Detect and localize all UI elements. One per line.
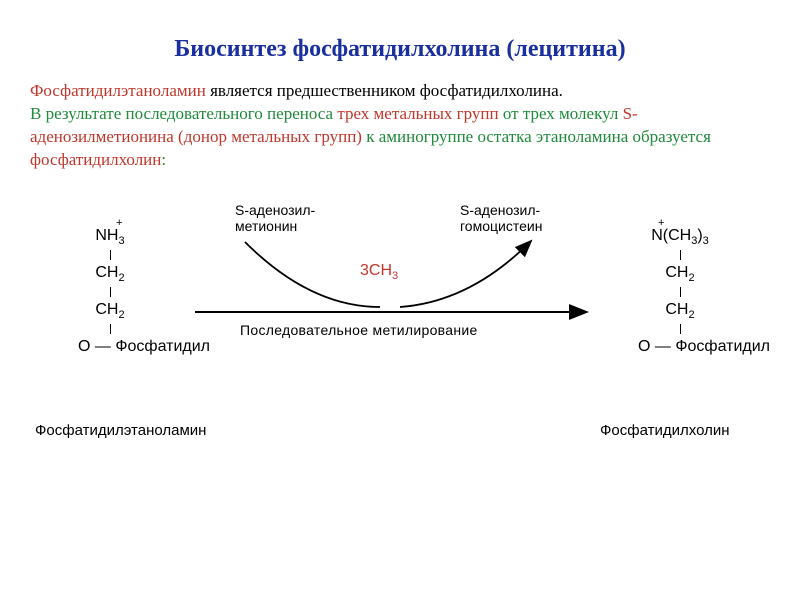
reaction-arrows [30, 207, 770, 407]
caption-right: Фосфатидилхолин [600, 422, 730, 439]
main-arrow-label: Последовательное метилирование [240, 322, 478, 338]
transfer-label: 3CH3 [360, 262, 398, 282]
reaction-diagram: + NH3 CH2 CH2 O — Фосфатидил + N(CH3)3 C… [30, 197, 770, 527]
para-seg8: фосфатидилхолин [30, 150, 161, 169]
para-seg3: В результате последовательного переноса [30, 104, 337, 123]
para-seg1: Фосфатидилэтаноламин [30, 81, 206, 100]
para-seg2: является предшественником фосфатидилхоли… [206, 81, 563, 100]
description-paragraph: Фосфатидилэтаноламин является предшестве… [30, 80, 770, 172]
para-seg5: от трех молекул [499, 104, 623, 123]
caption-left: Фосфатидилэтаноламин [35, 422, 206, 439]
cofactor-in-label: S-аденозил- метионин [235, 202, 315, 234]
page-title: Биосинтез фосфатидилхолина (лецитина) [30, 36, 770, 63]
para-seg7: к аминогруппе остатка этаноламина образу… [362, 127, 711, 146]
cofactor-out-label: S-аденозил- гомоцистеин [460, 202, 542, 234]
para-seg9: : [161, 150, 166, 169]
para-seg4: трех метальных групп [337, 104, 498, 123]
